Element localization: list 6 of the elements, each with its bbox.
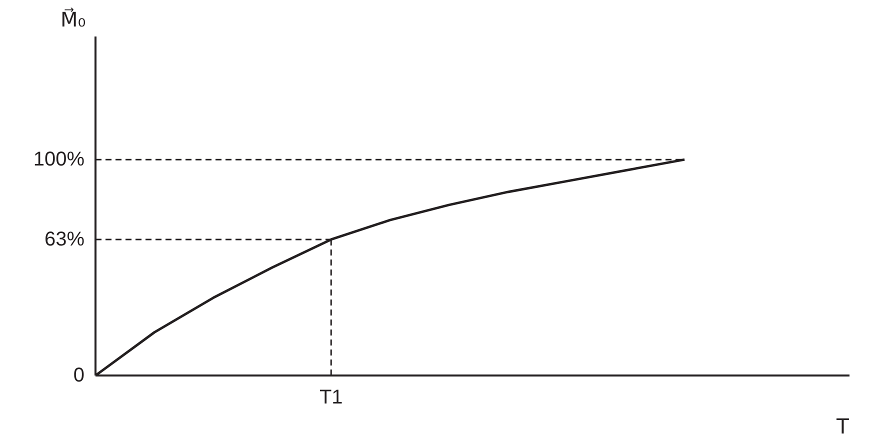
text: T bbox=[836, 414, 850, 438]
y-axis-title: M⃗₀ bbox=[60, 6, 86, 32]
y-tick-label: 100% bbox=[33, 148, 85, 171]
x-tick-label: T1 bbox=[319, 386, 343, 408]
y-tick-label: 63% bbox=[44, 228, 85, 250]
y-tick-label: 0 bbox=[73, 364, 84, 386]
